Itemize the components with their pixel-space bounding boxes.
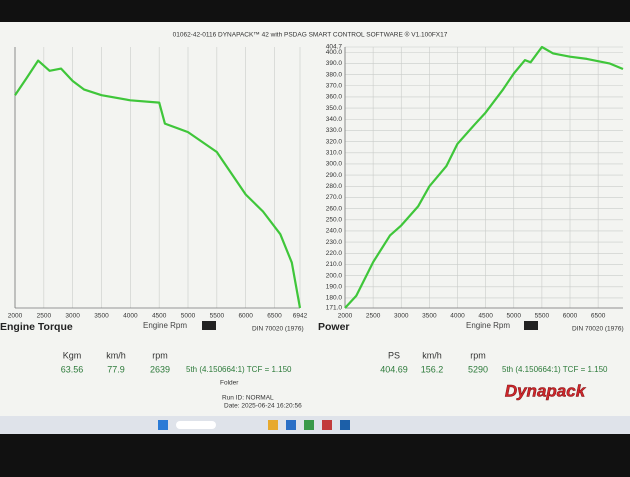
y-tick-label: 380.0	[326, 71, 343, 78]
y-tick-label: 260.0	[326, 205, 343, 212]
readout-value: 63.56	[61, 364, 84, 374]
chart-title: Power	[318, 321, 350, 333]
y-tick-label: 330.0	[326, 127, 343, 134]
y-tick-label: 230.0	[326, 239, 343, 246]
y-tick-label: 180.0	[326, 295, 343, 302]
app-window	[0, 22, 630, 416]
search-box[interactable]	[176, 421, 216, 429]
start-button[interactable]	[158, 420, 168, 430]
x-tick-label: 4500	[152, 313, 167, 320]
taskbar	[0, 416, 630, 434]
x-tick-label: 6942	[293, 313, 308, 320]
y-tick-label: 240.0	[326, 228, 343, 235]
readout-header: PS	[388, 350, 400, 360]
x-tick-label: 3500	[94, 313, 109, 320]
taskbar-app[interactable]	[304, 420, 314, 430]
y-tick-label: 300.0	[326, 161, 343, 168]
y-tick-label: 400.0	[326, 49, 343, 56]
data-line	[344, 45, 624, 309]
y-tick-label: 360.0	[326, 94, 343, 101]
x-tick-label: 4000	[450, 313, 465, 320]
plots: 2000 2500 3000 3500 4000 4500 5000 5500 6000 6500…	[8, 44, 624, 320]
x-tick-label: 6500	[591, 313, 606, 320]
y-tick-label: 190.0	[326, 283, 343, 290]
x-tick-label: 3000	[65, 313, 80, 320]
taskbar-app[interactable]	[322, 420, 332, 430]
readout-header: rpm	[152, 350, 168, 360]
readout-header: Kgm	[63, 350, 82, 360]
y-tick-label: 171.0	[326, 305, 343, 312]
x-tick-label: 2000	[8, 313, 23, 320]
readout-value: 77.9	[107, 364, 125, 374]
x-tick-label: 6500	[267, 313, 282, 320]
run-date: Date: 2025-06-24 16:20:56	[224, 403, 302, 410]
x-tick-label: 3500	[422, 313, 437, 320]
gear-info: 5th (4.150664:1) TCF = 1.150	[502, 365, 608, 374]
standard-note: DIN 70020 (1976)	[572, 326, 624, 333]
data-line	[14, 59, 302, 309]
run-id: Run ID: NORMAL	[222, 395, 274, 402]
y-tick-label: 250.0	[326, 216, 343, 223]
y-tick-label: 404.7	[326, 44, 343, 51]
logo: Dynapack	[505, 381, 587, 400]
y-tick-label: 280.0	[326, 183, 343, 190]
readout-header: km/h	[106, 350, 126, 360]
window-title: 01062-42-0116 DYNAPACK™ 42 with PSDAG SM…	[173, 31, 448, 39]
taskbar-app[interactable]	[340, 420, 350, 430]
readout-header: rpm	[470, 350, 486, 360]
x-tick-label: 3000	[394, 313, 409, 320]
x-tick-label: 5500	[535, 313, 550, 320]
color-swatch[interactable]	[524, 321, 538, 330]
folder-label: Folder	[220, 380, 239, 387]
x-tick-label: 6000	[563, 313, 578, 320]
x-tick-label: 5000	[181, 313, 196, 320]
y-tick-label: 340.0	[326, 116, 343, 123]
readout-value: 404.69	[380, 364, 408, 374]
readout-value: 2639	[150, 364, 170, 374]
readout-value: 5290	[468, 364, 488, 374]
x-axis-label: Engine Rpm	[143, 321, 187, 330]
x-tick-label: 2500	[37, 313, 52, 320]
x-tick-label: 5500	[210, 313, 225, 320]
standard-note: DIN 70020 (1976)	[252, 326, 304, 333]
x-tick-label: 4000	[123, 313, 138, 320]
x-tick-label: 6000	[238, 313, 253, 320]
y-tick-label: 350.0	[326, 105, 343, 112]
readout-value: 156.2	[421, 364, 444, 374]
y-tick-label: 320.0	[326, 138, 343, 145]
chart-title: Engine Torque	[0, 321, 73, 333]
x-tick-label: 2000	[338, 313, 353, 320]
y-tick-label: 270.0	[326, 194, 343, 201]
x-tick-label: 2500	[366, 313, 381, 320]
y-tick-label: 210.0	[326, 261, 343, 268]
y-tick-label: 220.0	[326, 250, 343, 257]
gear-info: 5th (4.150664:1) TCF = 1.150	[186, 365, 292, 374]
readout-header: km/h	[422, 350, 442, 360]
taskbar-app[interactable]	[286, 420, 296, 430]
y-tick-label: 290.0	[326, 172, 343, 179]
y-tick-label: 390.0	[326, 60, 343, 67]
x-tick-label: 5000	[507, 313, 522, 320]
x-tick-label: 4500	[478, 313, 493, 320]
y-tick-label: 310.0	[326, 149, 343, 156]
y-tick-label: 200.0	[326, 272, 343, 279]
x-axis-label: Engine Rpm	[466, 321, 510, 330]
y-tick-label: 370.0	[326, 82, 343, 89]
color-swatch[interactable]	[202, 321, 216, 330]
taskbar-app[interactable]	[268, 420, 278, 430]
